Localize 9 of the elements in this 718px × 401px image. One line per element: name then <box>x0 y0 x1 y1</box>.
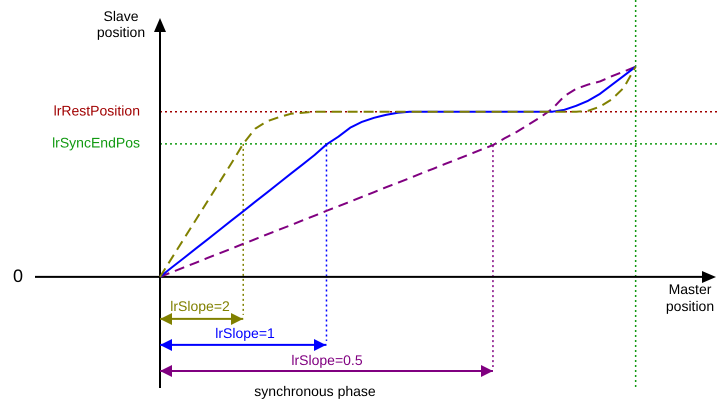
ref-line-label: lrRestPosition <box>54 102 140 119</box>
annotation: lrSlope=0.5 <box>291 352 363 368</box>
y-axis-title: Slave position <box>96 8 146 40</box>
annotation: lrSlope=1 <box>215 324 275 341</box>
ref-line-label: lrSyncEndPos <box>52 134 140 151</box>
text: 0 <box>12 266 24 286</box>
x-axis-title: Master position <box>666 280 714 314</box>
text: synchronous phase <box>254 382 376 399</box>
annotation: lrSlope=2 <box>170 298 230 314</box>
